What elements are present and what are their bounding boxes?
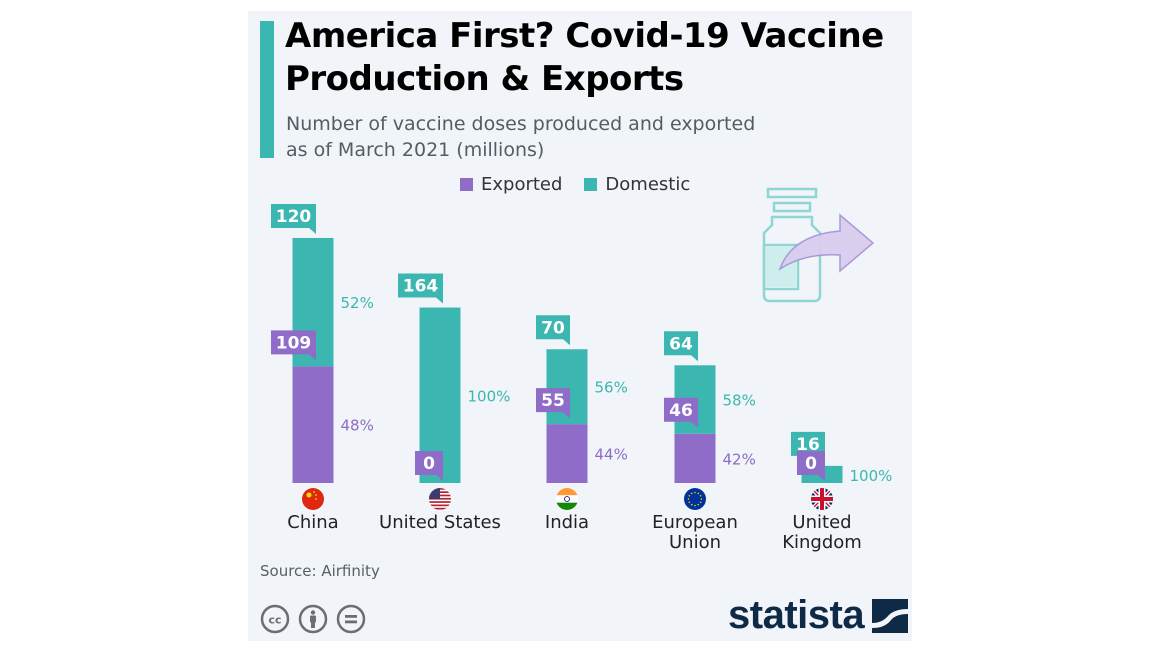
stacked-bar-chart: 120 109 52% 48% 164 0 100% 70 55 56% 44% 64 46 58% 42%… [271,203,893,510]
value-label-domestic-china-box [271,203,316,234]
us-flag-icon [429,488,451,510]
value-label-domestic-united-states-box [398,273,443,304]
india-flag-icon [556,488,578,510]
statista-brand[interactable]: statista [728,593,909,638]
percent-domestic-india: 56% [595,379,628,397]
category-label-line: India [544,512,590,533]
value-label-exported-united-states-text: 0 [423,454,435,474]
chart-subtitle: Number of vaccine doses produced and exp… [286,111,886,163]
category-label-line: Kingdom [782,532,862,553]
category-label-line: Union [668,532,721,553]
category-label-india: India [497,513,637,533]
percent-exported-china: 48% [341,417,374,435]
value-label-exported-european-union-text: 46 [669,401,693,421]
category-label-united-states: United States [370,513,510,533]
category-label-line: European [652,512,738,533]
subtitle-line-1: Number of vaccine doses produced and exp… [286,113,756,135]
no-derivatives-icon[interactable] [336,604,366,634]
value-label-domestic-india-text: 70 [541,318,565,338]
category-label-line: United States [379,512,501,533]
value-label-exported-india-text: 55 [541,391,565,411]
value-label-exported-india-box [536,388,570,419]
legend-swatch-domestic [584,178,598,191]
export-arrow [778,213,875,273]
value-label-domestic-china-text: 120 [276,207,312,227]
attribution-icon[interactable] [298,604,328,634]
percent-domestic-united-states: 100% [468,387,511,405]
subtitle-line-2: as of March 2021 (millions) [286,139,545,161]
vial-cap-bottom [772,201,812,213]
value-label-exported-united-states-box [415,451,443,481]
svg-text:cc: cc [268,614,281,627]
value-label-domestic-united-states-text: 164 [403,277,439,297]
brand-name: statista [728,593,865,637]
value-label-exported-china-text: 109 [276,333,312,353]
vial-body [762,215,822,303]
category-label-line: United [792,512,852,533]
bar-exported-european-union [674,433,716,483]
cc-icon[interactable]: cc [260,604,290,634]
legend: Exported Domestic [460,174,712,195]
legend-item-exported: Exported [460,174,562,195]
vial-cap-top [766,187,818,199]
bar-exported-india [546,424,588,483]
legend-swatch-exported [460,178,473,191]
percent-domestic-european-union: 58% [723,392,756,410]
category-label-china: China [243,513,383,533]
value-label-exported-china-box [271,330,316,361]
percent-domestic-china: 52% [341,294,374,312]
percent-domestic-united-kingdom: 100% [850,467,893,485]
percent-exported-european-union: 42% [723,450,756,468]
source-note: Source: Airfinity [260,562,380,580]
category-label-united-kingdom: United Kingdom [752,513,892,553]
value-label-domestic-european-union-text: 64 [669,334,693,354]
bar-exported-china [292,366,334,483]
legend-label-domestic: Domestic [605,174,691,195]
vial-label [762,243,800,291]
accent-bar [260,21,274,158]
infographic-card: America First? Covid-19 Vaccine Producti… [248,11,912,641]
value-label-domestic-india-box [536,315,570,346]
legend-item-domestic: Domestic [584,174,690,195]
value-label-exported-european-union-box [664,397,698,428]
percent-exported-india: 44% [595,446,628,464]
category-label-line: China [287,512,339,533]
statista-logo-icon [872,598,909,633]
uk-flag-icon [811,488,833,510]
value-label-domestic-european-union-box [664,331,698,362]
category-label-european-union: European Union [625,513,765,553]
legend-label-exported: Exported [481,174,563,195]
value-label-exported-united-kingdom-box [797,451,825,481]
value-label-domestic-united-kingdom-text: 16 [796,435,820,455]
eu-flag-icon [684,488,706,510]
license-icons: cc [260,604,374,634]
vaccine-vial-export-icon [762,187,875,303]
value-label-exported-united-kingdom-text: 0 [805,454,817,474]
china-flag-icon [302,488,324,510]
chart-title: America First? Covid-19 Vaccine Producti… [285,16,884,99]
